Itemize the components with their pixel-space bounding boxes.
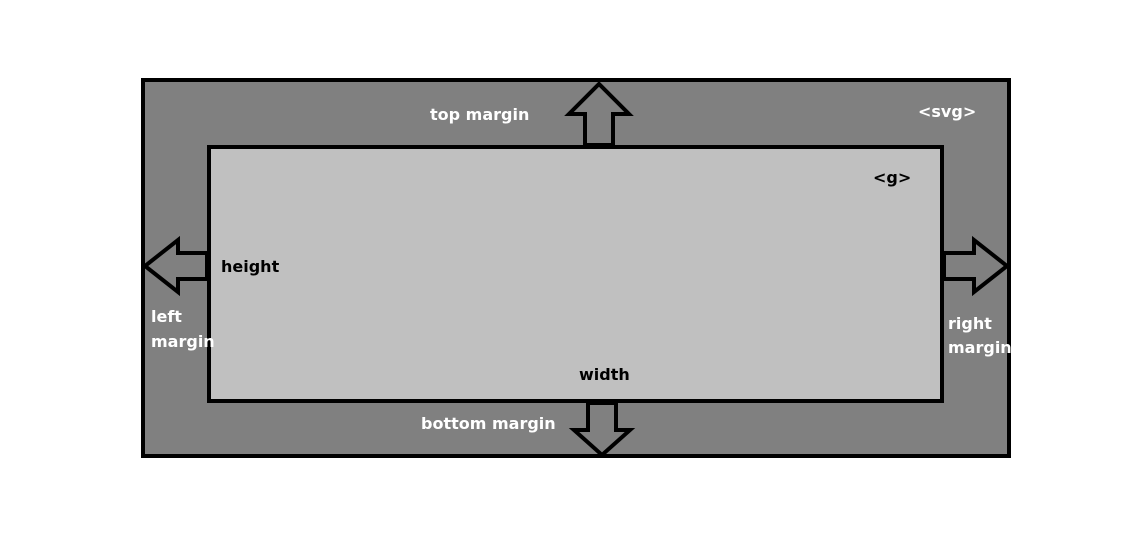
arrow-up-icon [564, 81, 634, 147]
left-margin-label-line2: margin [151, 332, 215, 351]
top-margin-label: top margin [430, 105, 529, 124]
right-margin-label-line1: right [948, 314, 992, 333]
svg-tag-label: <svg> [918, 102, 976, 121]
height-label: height [221, 257, 280, 276]
arrow-down-icon [568, 401, 636, 458]
g-tag-label: <g> [873, 168, 911, 187]
width-label: width [579, 365, 630, 384]
arrow-right-icon [942, 235, 1011, 297]
left-margin-label-line1: left [151, 307, 182, 326]
bottom-margin-label: bottom margin [421, 414, 556, 433]
right-margin-label-line2: margin [948, 338, 1012, 357]
g-group-box [207, 145, 944, 403]
arrow-left-icon [141, 235, 209, 297]
